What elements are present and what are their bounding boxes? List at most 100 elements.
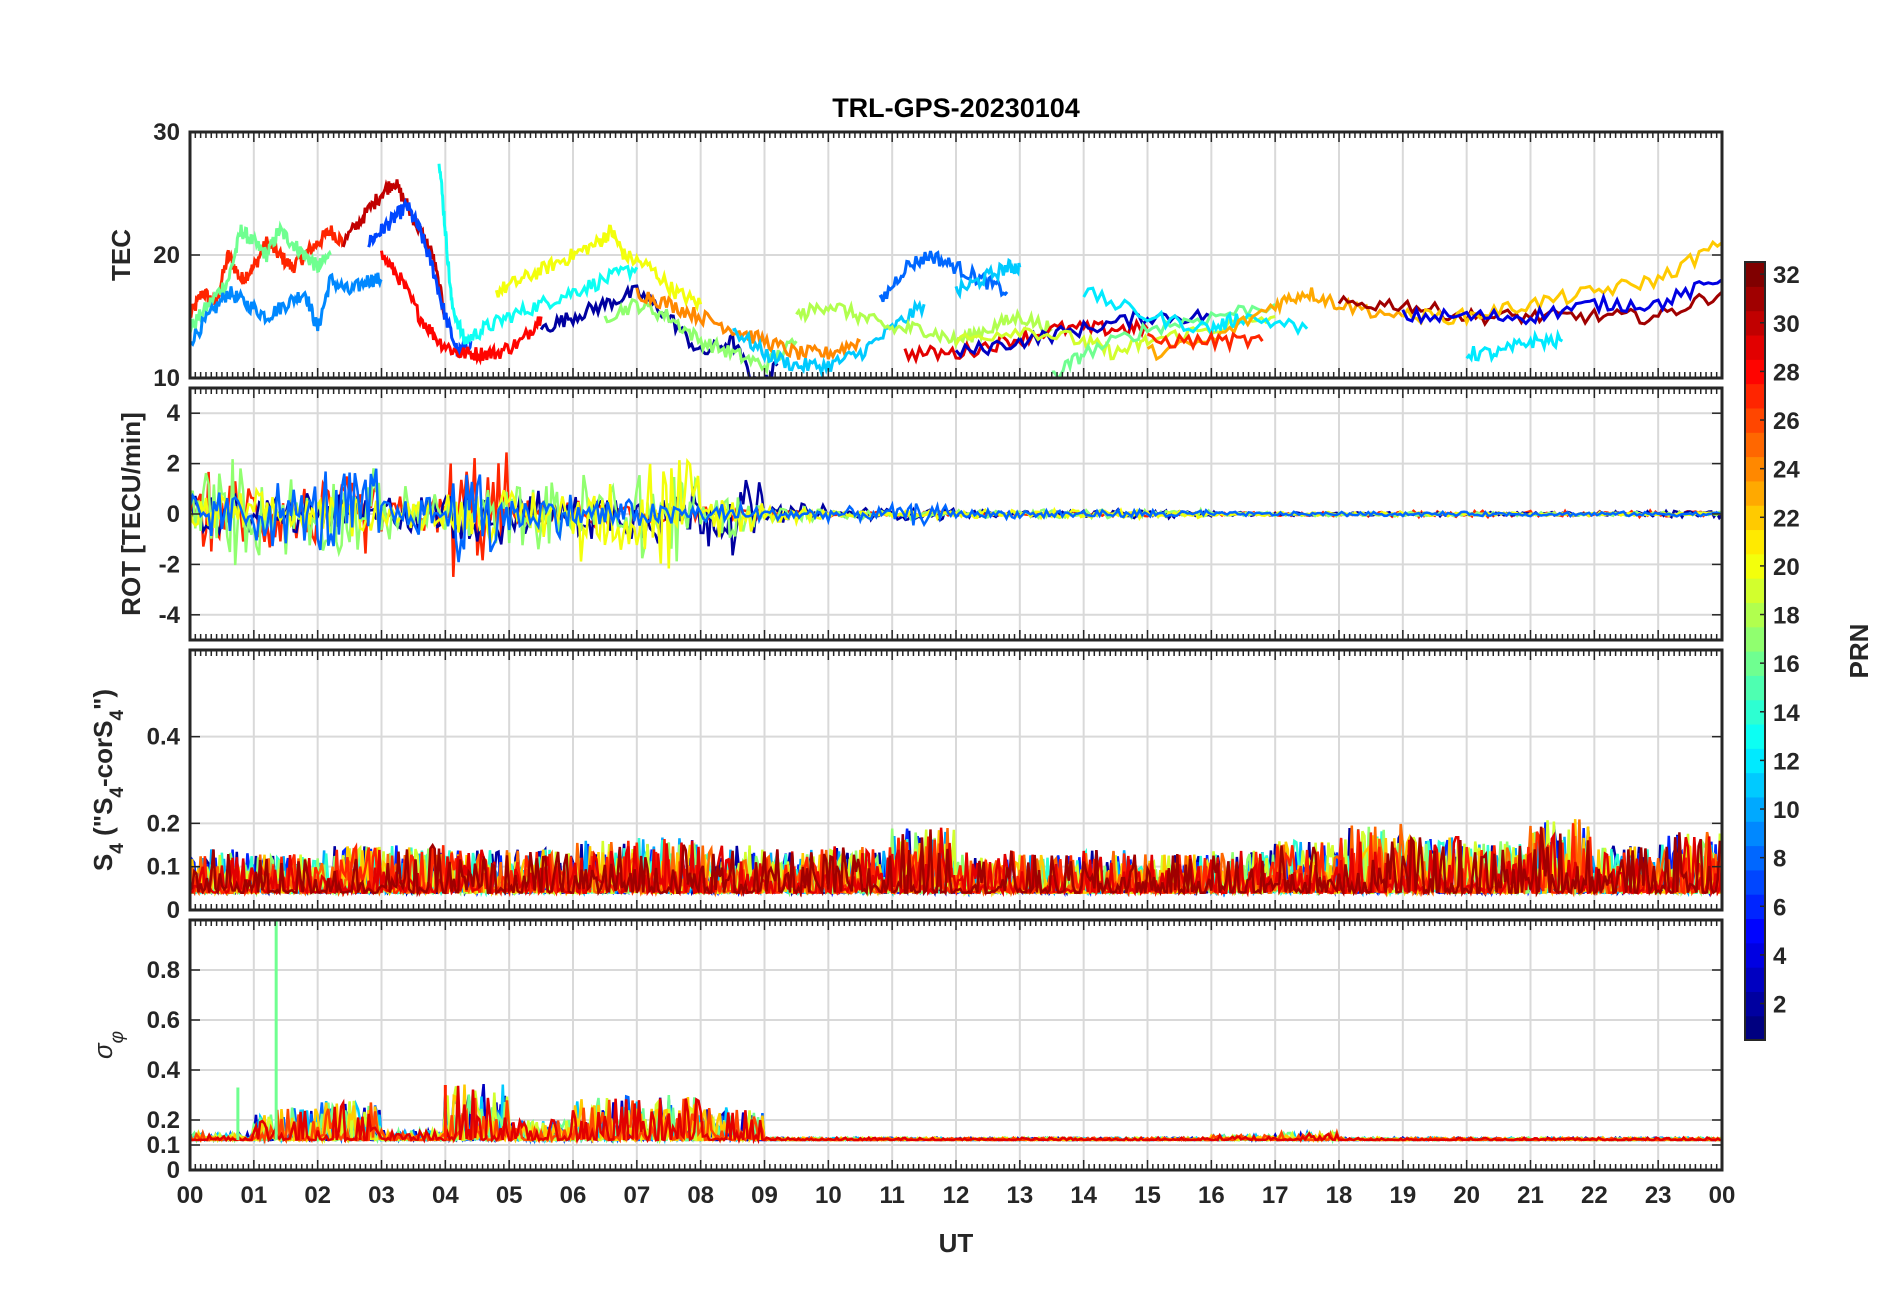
y-tick-label: 0.1 [147,854,180,881]
colorbar-tick-label: 16 [1773,651,1800,678]
x-tick-label: 22 [1581,1182,1608,1209]
x-tick-label: 19 [1389,1182,1416,1209]
colorbar-segment [1745,456,1765,482]
series-group [190,163,1722,378]
y-tick-label: 0.4 [147,724,181,751]
tec-panel: 10 20 30 TEC [106,119,1724,392]
colorbar-segment [1745,942,1765,968]
tec-series-prn-27 [1146,330,1264,354]
colorbar-tick-label: 22 [1773,505,1800,532]
tec-series-prn-17 [603,297,798,376]
colorbar-segment [1745,1015,1765,1041]
x-axis-label: UT [939,1228,974,1258]
x-tick-label: 11 [879,1182,904,1209]
axes-frame [188,130,1724,380]
rot-series-prn-8 [190,468,1722,563]
y-tick-label: 0.2 [147,810,180,837]
y-tick-label: 0 [167,501,180,528]
tec-series-prn-7 [367,197,473,357]
colorbar-segment [1745,432,1765,458]
colorbar-segment [1745,796,1765,822]
y-tick-label: 2 [167,451,180,478]
series-group [190,819,1722,898]
y-tick-label: 0.1 [147,1132,180,1159]
x-axis-tick-labels: 00 01 02 03 04 05 06 07 08 09 10 11 12 13 14 15 16 17 18 19… [177,1182,1736,1209]
x-tick-label: 16 [1198,1182,1225,1209]
s4-y-axis-label: S4 ("S4-corS4") [88,689,128,871]
colorbar-segment [1745,699,1765,725]
colorbar-tick-label: 14 [1773,700,1800,727]
colorbar-segment [1745,383,1765,409]
colorbar-segment [1745,675,1765,701]
colorbar-segment [1745,772,1765,798]
tec-series-prn-13 [437,163,639,345]
axes-frame [188,918,1724,1172]
rot-panel: -4 -2 0 2 4 ROT [TECU/min] [116,386,1724,642]
colorbar-segment [1745,359,1765,385]
x-tick-label: 10 [815,1182,842,1209]
y-tick-label: -2 [159,551,180,578]
y-tick-label: 4 [167,400,181,427]
colorbar-segment [1745,626,1765,652]
colorbar-segment [1745,286,1765,312]
colorbar-segment [1745,845,1765,871]
colorbar-segment [1745,505,1765,531]
x-tick-label: 13 [1006,1182,1033,1209]
y-tick-label: 20 [153,242,180,269]
colorbar-segment [1745,480,1765,506]
colorbar-segment [1745,869,1765,895]
colorbar-segment [1745,407,1765,433]
tec-series-prn-30 [341,179,447,320]
s4-panel: 0 0.1 0.2 0.4 S4 ("S4-corS4") [88,648,1724,924]
colorbar-segment [1745,310,1765,336]
tec-series-prn-11 [732,298,926,378]
colorbar-tick-label: 24 [1773,457,1800,484]
colorbar-frame [1744,261,1766,1041]
axes-frame [188,648,1724,912]
x-tick-label: 06 [560,1182,587,1209]
y-tick-label: 0.6 [147,1007,180,1034]
sigma_phi-y-axis-label: σφ [88,1031,128,1059]
x-tick-label: 02 [304,1182,331,1209]
colorbar-tick-label: 28 [1773,359,1800,386]
colorbar-segment [1745,529,1765,555]
tec-series-prn-18 [795,300,1053,350]
colorbar-segment [1745,262,1765,287]
x-tick-label: 21 [1517,1182,1544,1209]
colorbar-tick-label: 32 [1773,262,1800,289]
sigma-phi-panel: 00.10.2 0.4 0.6 0.8 σφ [88,918,1724,1184]
x-tick-label: 07 [623,1182,650,1209]
x-tick-label: 04 [432,1182,459,1209]
x-tick-label: 00 [1709,1182,1736,1209]
x-tick-label: 00 [177,1182,204,1209]
tec-series-prn-8 [878,250,1009,303]
x-tick-label: 03 [368,1182,395,1209]
y-tick-label: 0 [167,897,180,924]
x-tick-label: 15 [1134,1182,1161,1209]
x-tick-label: 17 [1262,1182,1289,1209]
colorbar-segment [1745,821,1765,847]
rot-y-axis-label: ROT [TECU/min] [116,412,146,616]
y-tick-label: 10 [153,365,180,392]
colorbar-tick-label: 6 [1773,894,1786,921]
colorbar-tick-label: 30 [1773,311,1800,338]
x-tick-label: 01 [240,1182,267,1209]
y-tick-label: -4 [159,602,181,629]
tec-y-axis-label: TEC [106,229,136,281]
s4-series-prn-31 [190,826,1722,898]
colorbar-tick-label: 4 [1773,943,1787,970]
chart-title: TRL-GPS-20230104 [832,93,1080,123]
colorbar-segment [1745,991,1765,1017]
colorbar-tick-label: 26 [1773,408,1800,435]
series-group [190,920,1722,1145]
x-tick-label: 20 [1453,1182,1480,1209]
tec-series-prn-28 [380,250,543,366]
colorbar-tick-label: 18 [1773,603,1800,630]
x-tick-label: 12 [943,1182,970,1209]
y-tick-label: 0.4 [147,1057,181,1084]
tec-series-prn-9 [190,272,383,347]
series-group [190,452,1722,577]
colorbar-segment [1745,651,1765,676]
